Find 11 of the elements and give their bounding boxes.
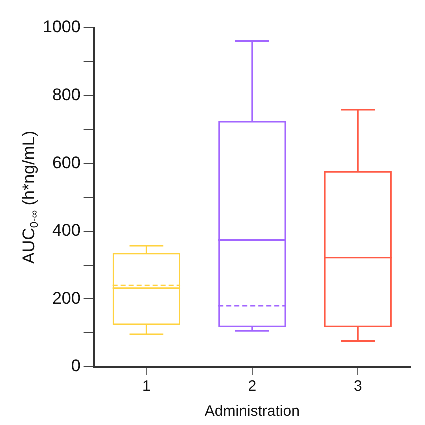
y-tick-label: 200: [52, 288, 81, 308]
y-tick-label: 800: [52, 85, 81, 104]
x-tick-label: 2: [248, 378, 257, 396]
y-tick-label: 1000: [42, 18, 81, 37]
y-axis-title: AUC0-∞ (h*ng/mL): [20, 131, 42, 264]
x-axis-title: Administration: [204, 403, 300, 420]
y-tick-label: 400: [52, 221, 81, 240]
y-tick-label: 0: [71, 356, 81, 376]
y-tick-label: 600: [52, 153, 81, 172]
x-tick-label: 1: [142, 378, 151, 396]
x-tick-label: 3: [354, 378, 362, 396]
